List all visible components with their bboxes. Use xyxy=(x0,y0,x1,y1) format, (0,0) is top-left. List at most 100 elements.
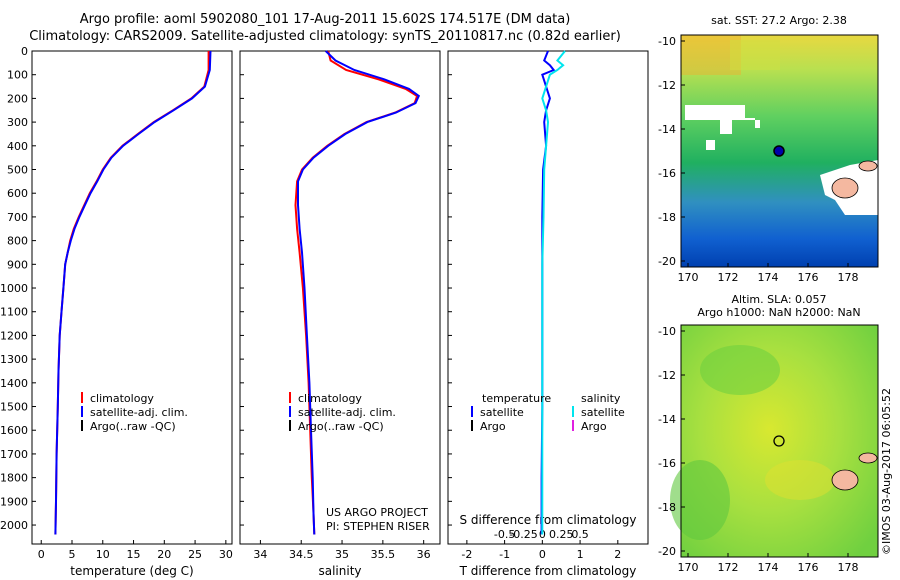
sst-map-ytick-label: -12 xyxy=(658,79,676,92)
salinity-xtick-label: 36 xyxy=(417,548,431,561)
salinity-xtick-label: 34.5 xyxy=(289,548,314,561)
temperature-ytick-label: 1100 xyxy=(0,306,28,319)
argo-float-marker-sst xyxy=(773,145,785,157)
sla-map-title-1: Altim. SLA: 0.057 xyxy=(731,293,827,306)
panel-salinity: 34 34.5 35 35.5 36 salinity climatologysatelli… xyxy=(239,50,441,578)
difference-xlabel: T difference from climatology xyxy=(459,564,637,578)
difference-xlabel-top: S difference from climatology xyxy=(460,513,637,527)
difference-legend-label: Argo xyxy=(581,420,607,433)
temperature-xtick-label: 15 xyxy=(127,548,141,561)
fiji-island-top xyxy=(831,177,859,199)
sst-map-frame xyxy=(680,34,879,268)
difference-legend-label: satellite xyxy=(480,406,524,419)
sla-map-xtick-label: 178 xyxy=(838,561,859,574)
sst-map-xtick-label: 172 xyxy=(718,271,739,284)
difference-xtick-top-label: 0.25 xyxy=(549,528,574,541)
sla-map-ytick-label: -12 xyxy=(658,369,676,382)
temperature-ytick-label: 1000 xyxy=(0,282,28,295)
temperature-ytick-label: 700 xyxy=(7,211,28,224)
sla-map-ytick-label: -14 xyxy=(658,413,676,426)
difference-xtick-label: 2 xyxy=(614,548,621,561)
fiji-island-top-2 xyxy=(858,160,878,172)
sst-map-xtick-label: 170 xyxy=(678,271,699,284)
sst-map-xtick-label: 178 xyxy=(838,271,859,284)
panel-temperature: 0 5 10 15 20 25 300100200300400500600700800900… xyxy=(0,45,233,578)
sla-map-xtick-label: 174 xyxy=(758,561,779,574)
difference-xtick-label: 1 xyxy=(577,548,584,561)
difference-legend-sal-header: salinity xyxy=(581,392,621,405)
difference-legend-temp-header: temperature xyxy=(482,392,551,405)
difference-xtick-top-label: -0.25 xyxy=(509,528,537,541)
sla-map-xtick-label: 170 xyxy=(678,561,699,574)
temperature-ytick-label: 900 xyxy=(7,258,28,271)
temperature-ytick-label: 200 xyxy=(7,92,28,105)
difference-xtick-label: -1 xyxy=(499,548,510,561)
temperature-series-0 xyxy=(54,51,210,535)
sst-map-ytick-label: -20 xyxy=(658,255,676,268)
sst-map-ytick-label: -14 xyxy=(658,123,676,136)
temperature-ytick-label: 800 xyxy=(7,235,28,248)
sst-cloud-mask-2 xyxy=(720,120,732,134)
sla-map-title-2: Argo h1000: NaN h2000: NaN xyxy=(697,306,861,319)
temperature-ytick-label: 1700 xyxy=(0,448,28,461)
temperature-xtick-label: 20 xyxy=(157,548,171,561)
temperature-ytick-label: 0 xyxy=(21,45,28,58)
difference-series-1 xyxy=(541,50,566,535)
temperature-ytick-label: 100 xyxy=(7,69,28,82)
temperature-ytick-label: 1300 xyxy=(0,353,28,366)
sla-map-xtick-label: 176 xyxy=(798,561,819,574)
sla-low-patch xyxy=(700,345,780,395)
difference-xtick-label: -2 xyxy=(461,548,472,561)
fiji-island-bottom xyxy=(831,469,859,491)
difference-xtick-label: 0 xyxy=(539,548,546,561)
sla-map-ytick-label: -10 xyxy=(658,325,676,338)
temperature-xtick-label: 0 xyxy=(38,548,45,561)
temperature-legend-label: climatology xyxy=(90,392,154,405)
salinity-axes-frame xyxy=(239,50,441,545)
temperature-axes-frame xyxy=(31,50,233,545)
sst-map-title: sat. SST: 27.2 Argo: 2.38 xyxy=(711,14,847,27)
salinity-xtick-label: 34 xyxy=(253,548,267,561)
temperature-ytick-label: 1400 xyxy=(0,377,28,390)
imos-stamp: ©IMOS 03-Aug-2017 06:05:52 xyxy=(880,388,893,555)
sst-map-ytick-label: -10 xyxy=(658,35,676,48)
temperature-xtick-label: 25 xyxy=(188,548,202,561)
salinity-xlabel: salinity xyxy=(318,564,361,578)
salinity-legend-label: Argo(..raw -QC) xyxy=(298,420,384,433)
title-line-1: Argo profile: aoml 5902080_101 17-Aug-20… xyxy=(79,12,571,27)
salinity-series-0 xyxy=(294,50,419,535)
temperature-ytick-label: 1900 xyxy=(0,495,28,508)
temperature-ytick-label: 500 xyxy=(7,164,28,177)
temperature-ytick-label: 600 xyxy=(7,187,28,200)
sla-map-ytick-label: -20 xyxy=(658,545,676,558)
temperature-xtick-label: 30 xyxy=(219,548,233,561)
sst-map-xtick-label: 176 xyxy=(798,271,819,284)
sla-map-xtick-label: 172 xyxy=(718,561,739,574)
temperature-ytick-label: 1500 xyxy=(0,401,28,414)
temperature-ytick-label: 1600 xyxy=(0,424,28,437)
temperature-legend-label: Argo(..raw -QC) xyxy=(90,420,176,433)
sla-map-ytick-label: -16 xyxy=(658,457,676,470)
sst-map-xtick-label: 174 xyxy=(758,271,779,284)
salinity-annotation: PI: STEPHEN RISER xyxy=(326,520,430,533)
salinity-legend-label: climatology xyxy=(298,392,362,405)
temperature-ytick-label: 1200 xyxy=(0,329,28,342)
temperature-xlabel: temperature (deg C) xyxy=(70,564,193,578)
temperature-ytick-label: 1800 xyxy=(0,472,28,485)
sst-map-ytick-label: -18 xyxy=(658,211,676,224)
temperature-xtick-label: 5 xyxy=(69,548,76,561)
temperature-legend-label: satellite-adj. clim. xyxy=(90,406,188,419)
salinity-xtick-label: 35.5 xyxy=(371,548,396,561)
sla-low-patch-2 xyxy=(670,460,730,540)
difference-legend-label: satellite xyxy=(581,406,625,419)
sla-high-patch xyxy=(765,460,835,500)
difference-xtick-top-label: -0.5 xyxy=(494,528,515,541)
temperature-ytick-label: 400 xyxy=(7,140,28,153)
temperature-ytick-label: 2000 xyxy=(0,519,28,532)
salinity-annotation: US ARGO PROJECT xyxy=(326,506,428,519)
sst-warm-patch-2 xyxy=(730,40,780,70)
sst-cloud-mask-3 xyxy=(706,140,715,150)
salinity-xtick-label: 35 xyxy=(335,548,349,561)
difference-legend-label: Argo xyxy=(480,420,506,433)
